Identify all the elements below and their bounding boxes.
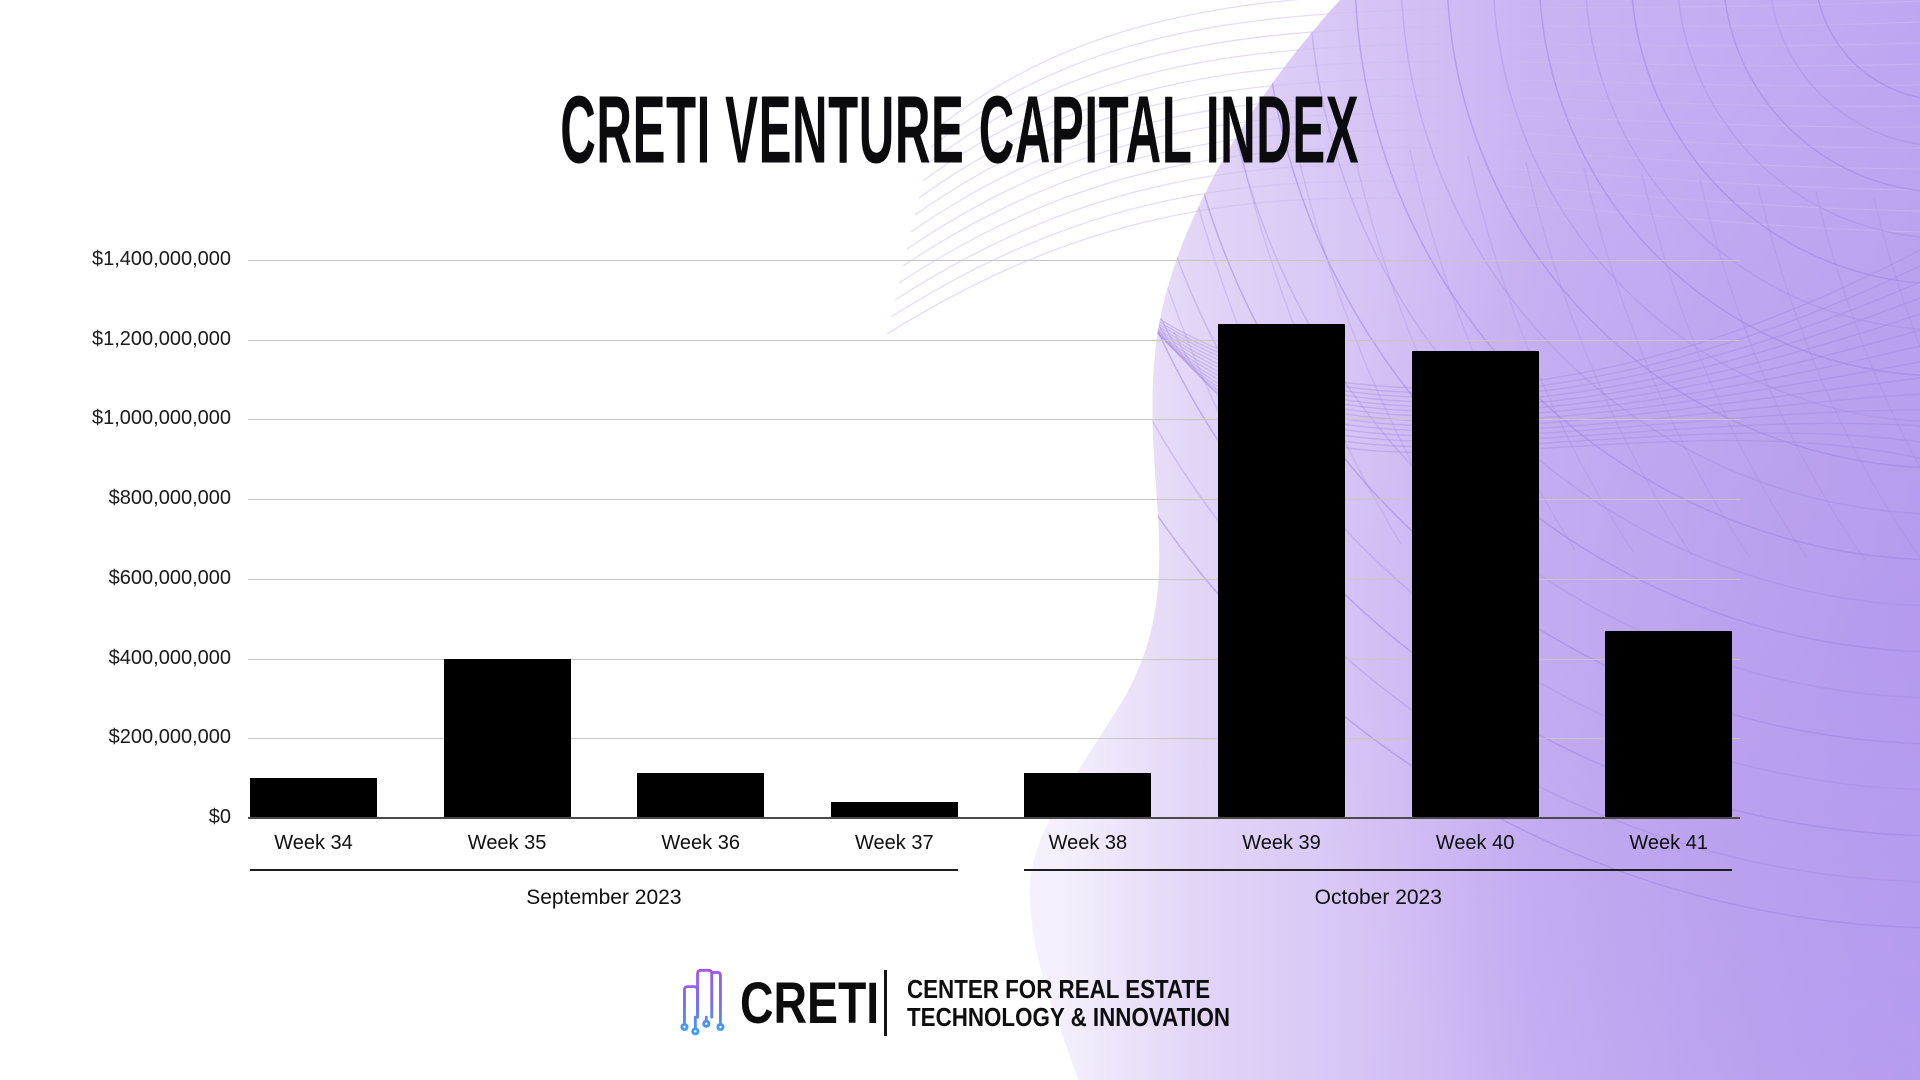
- week-bar: [443, 658, 571, 818]
- y-axis-tick-label: $1,200,000,000: [91, 327, 231, 350]
- x-axis-tick-label: Week 41: [1629, 832, 1708, 854]
- gridline: [248, 260, 1740, 261]
- x-axis-tick-label: Week 35: [467, 832, 547, 854]
- y-axis-tick-label: $800,000,000: [108, 487, 231, 510]
- month-group-line: [1024, 869, 1733, 871]
- organization-name: CENTER FOR REAL ESTATE TECHNOLOGY & INNO…: [907, 975, 1230, 1031]
- month-group-label: September 2023: [526, 886, 682, 909]
- week-bar: [830, 802, 958, 818]
- month-group-line: [250, 869, 958, 871]
- x-axis-tick-label: Week 38: [1048, 832, 1128, 854]
- plot-area: $1,400,000,000 $1,200,000,000 $1,000,000,0…: [92, 248, 1740, 909]
- gridline: [248, 578, 1740, 580]
- x-axis-tick-label: Week 39: [1242, 832, 1321, 854]
- week-bar: [637, 773, 765, 818]
- week-bar: [1605, 630, 1733, 818]
- page-title: CRETI VENTURE CAPITAL INDEX: [560, 77, 1360, 184]
- x-axis-tick-label: Week 37: [855, 832, 934, 854]
- organization-line2: TECHNOLOGY & INNOVATION: [907, 1002, 1230, 1032]
- y-axis-tick-label: $600,000,000: [108, 566, 231, 589]
- creti-logo: CRETI CENTER FOR REAL ESTATE TECHNOLOGY …: [680, 960, 1283, 1046]
- y-axis-tick-label: $1,000,000,000: [91, 407, 231, 430]
- brand-wordmark: CRETI: [740, 970, 880, 1036]
- creti-building-circuit-icon: [680, 968, 725, 1036]
- x-axis-tick-label: Week 34: [274, 832, 353, 854]
- x-axis-line: [248, 817, 1740, 819]
- month-group-label: October 2023: [1314, 886, 1442, 909]
- y-axis-tick-label: $1,400,000,000: [91, 248, 231, 270]
- y-axis-tick-label: $0: [208, 806, 231, 828]
- week-bar: [250, 778, 377, 818]
- logo-divider: [884, 970, 887, 1036]
- gridline: [248, 419, 1740, 421]
- week-bar: [1411, 350, 1539, 818]
- week-bar: [1024, 773, 1152, 818]
- organization-line1: CENTER FOR REAL ESTATE: [907, 974, 1211, 1004]
- gridline: [248, 499, 1740, 501]
- y-axis-tick-label: $400,000,000: [108, 646, 231, 669]
- gridline: [248, 339, 1740, 341]
- x-axis-tick-label: Week 36: [661, 832, 740, 854]
- gridline: [248, 658, 1740, 660]
- gridline: [248, 738, 1740, 740]
- week-bar: [1218, 323, 1345, 818]
- x-axis-tick-label: Week 40: [1435, 832, 1515, 854]
- chart-title-row: CRETI VENTURE CAPITAL INDEX: [0, 78, 1920, 184]
- y-axis-tick-label: $200,000,000: [108, 726, 231, 749]
